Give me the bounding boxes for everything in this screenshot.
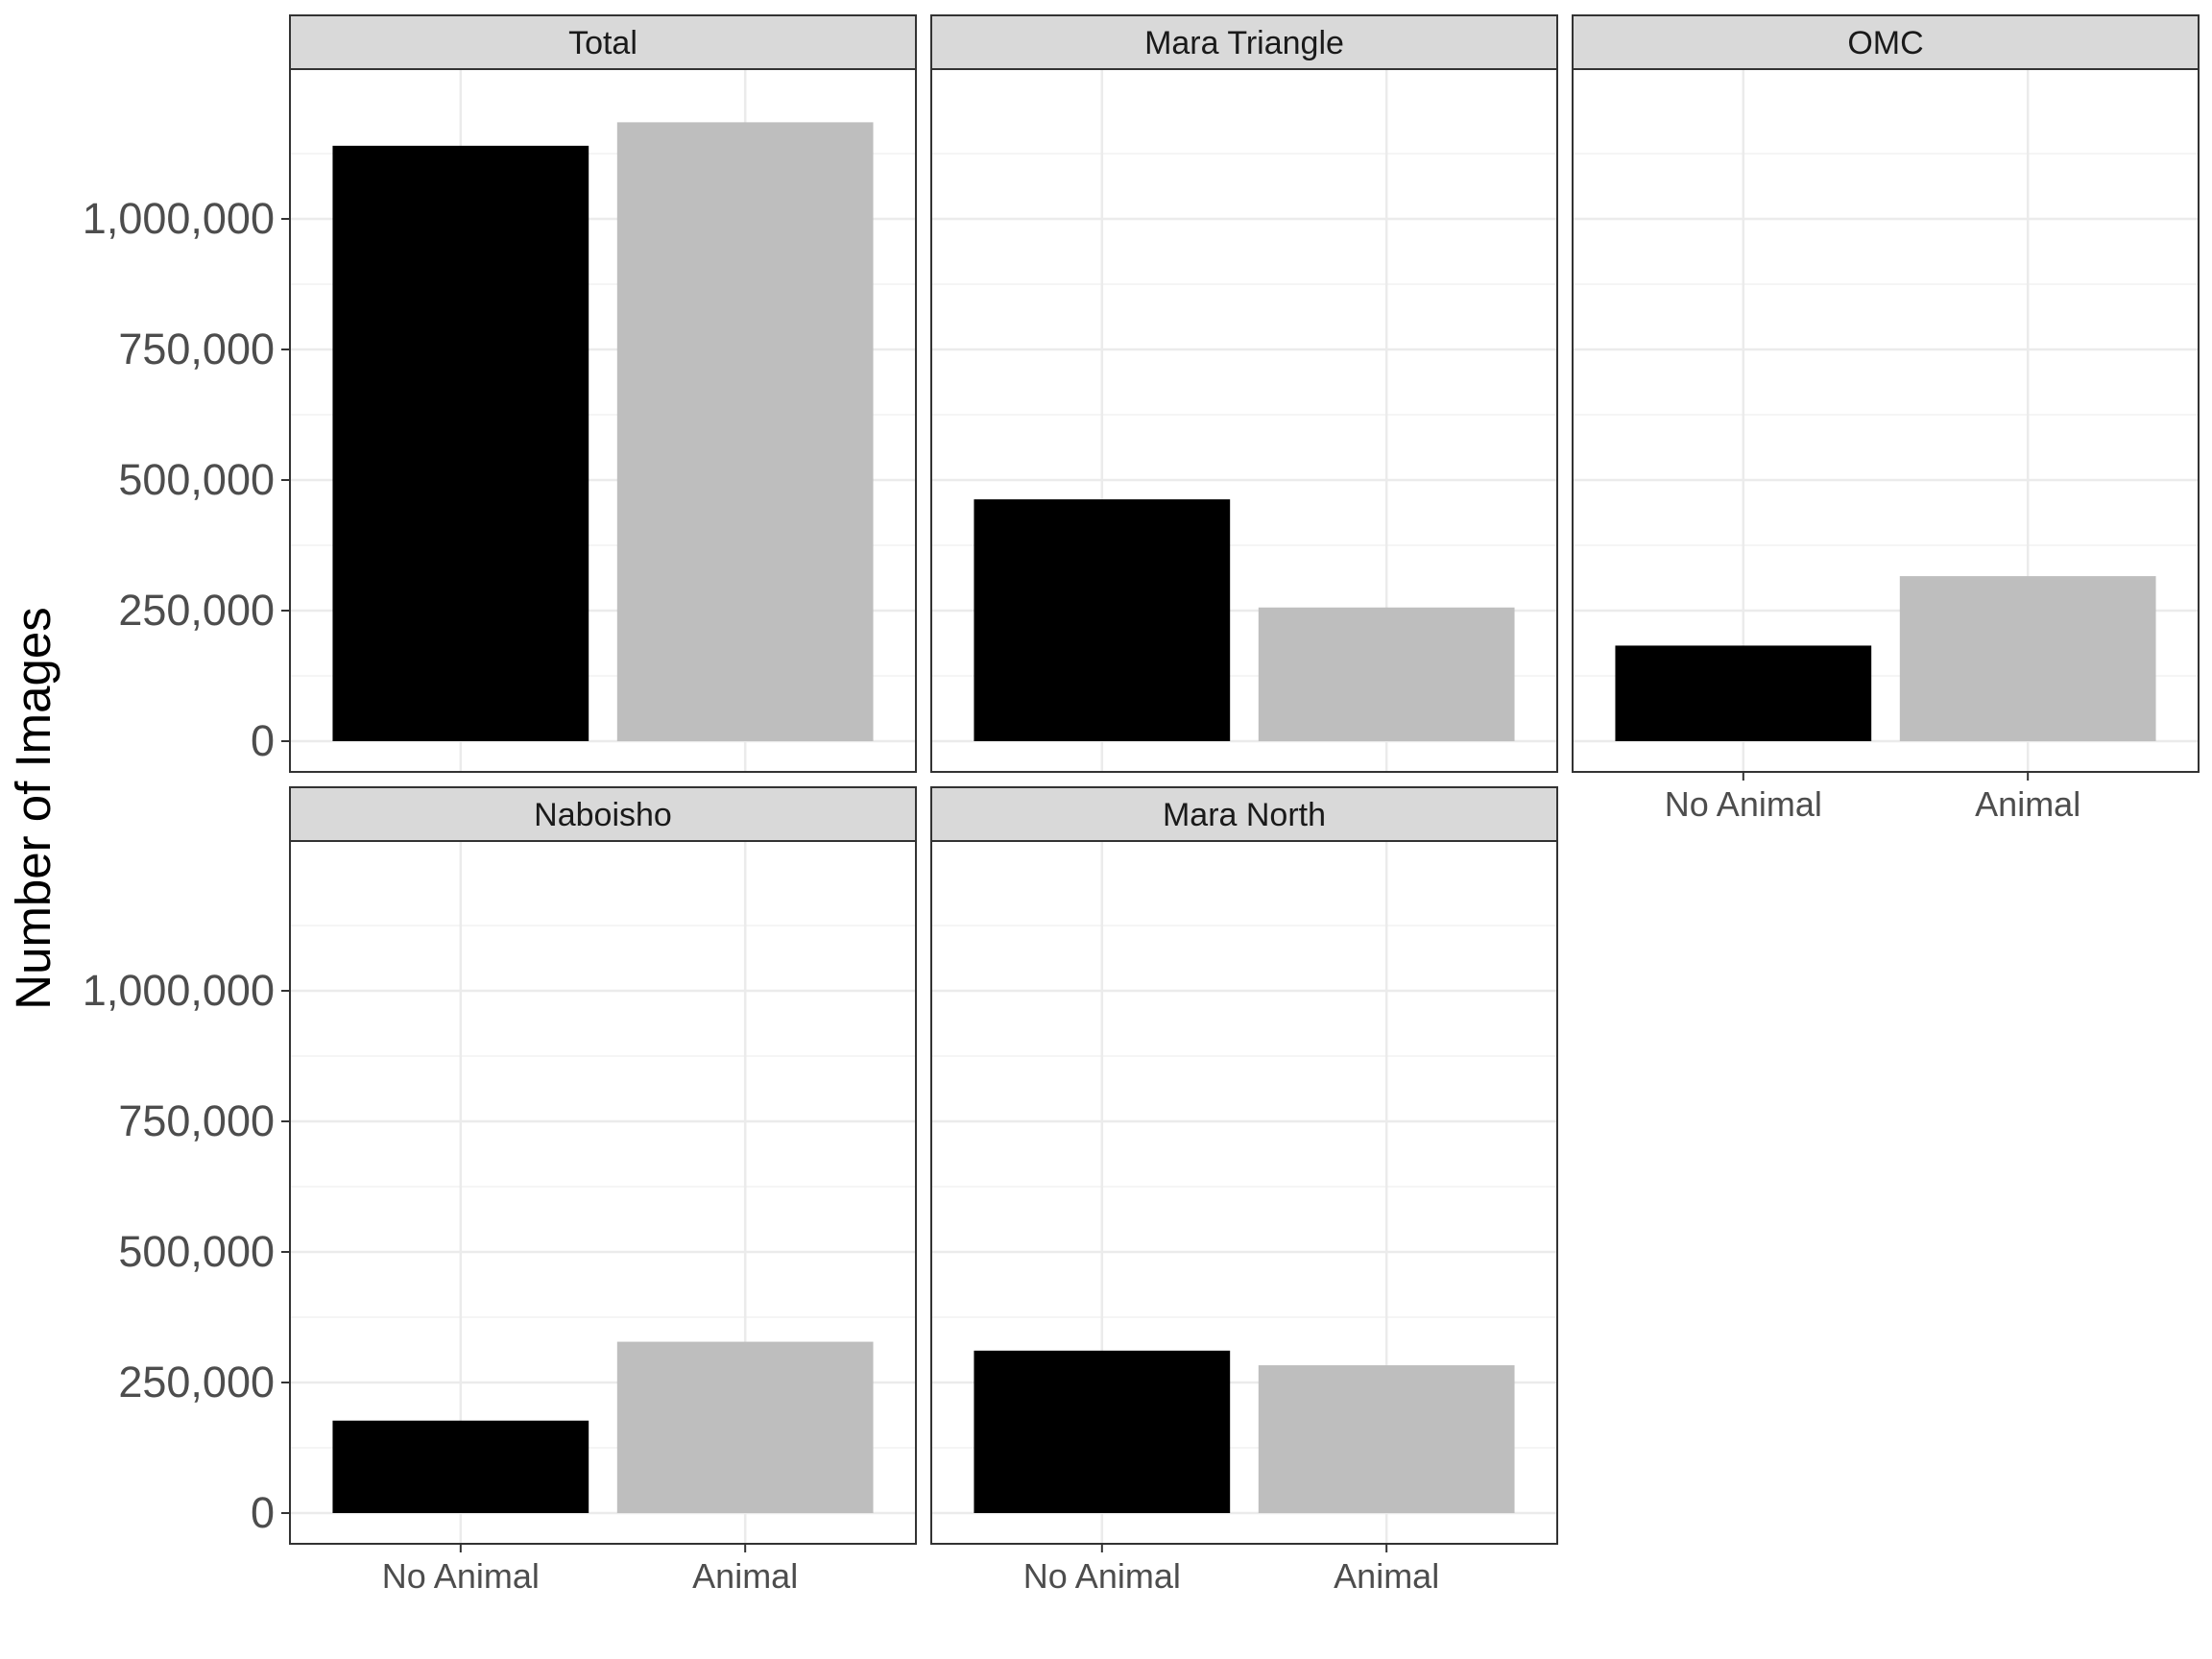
strip-background [289,14,917,70]
strip-background [289,786,917,842]
bar-no-animal [332,145,589,742]
strip-background [1572,14,2200,70]
strip-label: Total [568,25,637,61]
strip-label: Mara Triangle [1144,25,1344,61]
bar-no-animal [974,499,1231,741]
y-tick-label: 0 [251,716,275,765]
bar-no-animal [332,1420,589,1513]
y-tick-label: 250,000 [118,1358,275,1407]
bar-animal [1258,1365,1515,1513]
bar-no-animal [974,1350,1231,1513]
bar-animal [616,1341,874,1513]
bar-animal [616,122,874,742]
bar-no-animal [1615,645,1872,741]
strip-background [930,786,1558,842]
strip-label: Mara North [1163,797,1326,833]
strip-label: Naboisho [534,797,672,833]
y-tick-label: 750,000 [118,1096,275,1145]
x-tick-label: No Animal [1665,784,1822,824]
y-tick-label: 500,000 [118,455,275,504]
x-tick-label: No Animal [1023,1556,1181,1596]
y-tick-label: 0 [251,1488,275,1537]
y-tick-label: 1,000,000 [83,966,275,1015]
x-tick-label: Animal [1975,784,2080,824]
x-tick-label: Animal [1334,1556,1439,1596]
y-tick-label: 250,000 [118,586,275,635]
strip-background [930,14,1558,70]
x-tick-label: Animal [692,1556,798,1596]
x-tick-label: No Animal [382,1556,540,1596]
y-tick-label: 1,000,000 [83,194,275,243]
bar-animal [1258,607,1515,741]
y-axis-title: Number of Images [6,607,60,1010]
bar-animal [1899,576,2156,741]
y-tick-label: 750,000 [118,325,275,373]
y-tick-label: 500,000 [118,1227,275,1276]
strip-label: OMC [1847,25,1923,61]
